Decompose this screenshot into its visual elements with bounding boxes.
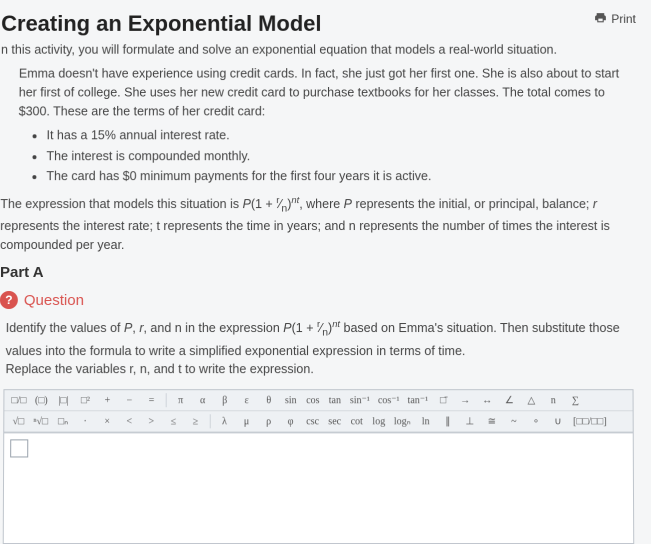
question-body: Identify the values of P, r, and n in th… <box>5 317 631 379</box>
toolbar-button[interactable]: × <box>97 413 117 429</box>
list-item: The card has $0 minimum payments for the… <box>46 167 636 186</box>
toolbar-button[interactable]: sec <box>325 413 345 429</box>
print-button[interactable]: Print <box>594 11 636 27</box>
list-item: The interest is compounded monthly. <box>46 147 636 166</box>
toolbar-button[interactable]: + <box>97 392 117 408</box>
text: The expression that models this situatio… <box>0 197 242 211</box>
toolbar-button[interactable]: log <box>369 413 389 429</box>
terms-list: It has a 15% annual interest rate. The i… <box>46 127 636 187</box>
toolbar-button[interactable]: cos⁻¹ <box>375 392 403 408</box>
toolbar-button[interactable]: φ <box>281 413 301 429</box>
toolbar-button[interactable]: ⁿ√□ <box>30 413 51 429</box>
text: represents the interest rate; t represen… <box>0 219 610 252</box>
toolbar-button[interactable]: csc <box>303 413 323 429</box>
toolbar-button[interactable]: cot <box>347 413 367 429</box>
toolbar-button[interactable]: · <box>75 413 95 429</box>
toolbar-button[interactable]: μ <box>236 413 256 429</box>
part-label: Part A <box>0 264 637 281</box>
toolbar-button[interactable]: (□) <box>31 392 51 408</box>
toolbar-button[interactable]: ≥ <box>185 413 205 429</box>
question-icon: ? <box>0 291 18 309</box>
toolbar-button[interactable]: □/□ <box>8 392 29 408</box>
toolbar-button[interactable]: π <box>171 392 191 408</box>
toolbar-button[interactable]: ∥ <box>438 413 458 429</box>
toolbar-button[interactable]: ∑ <box>565 392 585 408</box>
toolbar-button[interactable]: θ <box>259 392 279 408</box>
print-icon <box>594 11 607 27</box>
toolbar-button[interactable]: □ₙ <box>53 413 73 429</box>
scenario-paragraph: Emma doesn't have experience using credi… <box>19 65 631 121</box>
toolbar-button[interactable]: ~ <box>504 413 524 429</box>
toolbar-row-1: □/□(□)|□|□²+−= παβεθsincostansin⁻¹cos⁻¹ta… <box>4 390 632 411</box>
toolbar-button[interactable]: → <box>455 392 475 408</box>
text: represents the initial, or principal, ba… <box>352 197 593 211</box>
text: , where <box>299 197 343 211</box>
toolbar-button[interactable]: β <box>215 392 235 408</box>
text: Replace the variables r, n, and t to wri… <box>6 362 314 376</box>
toolbar-button[interactable]: tan⁻¹ <box>405 392 432 408</box>
activity-intro: n this activity, you will formulate and … <box>1 41 636 59</box>
toolbar-button[interactable]: cos <box>303 392 323 408</box>
toolbar-button[interactable]: ∪ <box>548 413 568 429</box>
toolbar-button[interactable]: √□ <box>8 413 28 429</box>
toolbar-button[interactable]: [□□/□□] <box>570 413 610 429</box>
toolbar-button[interactable]: > <box>141 413 161 429</box>
toolbar-button[interactable]: ≅ <box>482 413 502 429</box>
toolbar-button[interactable]: = <box>141 392 161 408</box>
math-toolbar: □/□(□)|□|□²+−= παβεθsincostansin⁻¹cos⁻¹ta… <box>3 389 633 433</box>
toolbar-button[interactable]: sin⁻¹ <box>347 392 373 408</box>
toolbar-button[interactable]: < <box>119 413 139 429</box>
question-heading: Question <box>24 292 84 309</box>
toolbar-button[interactable]: ∠ <box>499 392 519 408</box>
list-item: It has a 15% annual interest rate. <box>47 127 637 146</box>
toolbar-button[interactable]: α <box>193 392 213 408</box>
answer-input-area[interactable] <box>3 433 634 544</box>
print-label: Print <box>611 12 636 26</box>
toolbar-button[interactable]: △ <box>521 392 541 408</box>
toolbar-button[interactable]: n <box>543 392 563 408</box>
toolbar-button[interactable]: ρ <box>259 413 279 429</box>
toolbar-button[interactable]: ↔ <box>477 392 497 408</box>
toolbar-button[interactable]: ln <box>416 413 436 429</box>
toolbar-button[interactable]: λ <box>214 413 234 429</box>
toolbar-button[interactable]: logₙ <box>391 413 414 429</box>
toolbar-button[interactable]: ε <box>237 392 257 408</box>
text: Identify the values of <box>6 321 124 335</box>
toolbar-button[interactable]: □² <box>75 392 95 408</box>
toolbar-button[interactable]: ∘ <box>526 413 546 429</box>
toolbar-button[interactable]: sin <box>281 392 301 408</box>
text: , and n in the expression <box>143 321 283 335</box>
page-title: Creating an Exponential Model <box>1 11 321 37</box>
toolbar-button[interactable]: |□| <box>53 392 73 408</box>
toolbar-button[interactable]: − <box>119 392 139 408</box>
answer-placeholder-box[interactable] <box>10 439 28 457</box>
formula-explanation: The expression that models this situatio… <box>0 193 637 255</box>
toolbar-button[interactable]: ≤ <box>163 413 183 429</box>
toolbar-button[interactable]: □̄ <box>433 392 453 408</box>
toolbar-button[interactable]: ⊥ <box>460 413 480 429</box>
toolbar-button[interactable]: tan <box>325 392 345 408</box>
toolbar-row-2: √□ⁿ√□□ₙ·×<>≤≥ λμρφcscseccotloglogₙln∥⊥≅~∘… <box>4 411 632 432</box>
